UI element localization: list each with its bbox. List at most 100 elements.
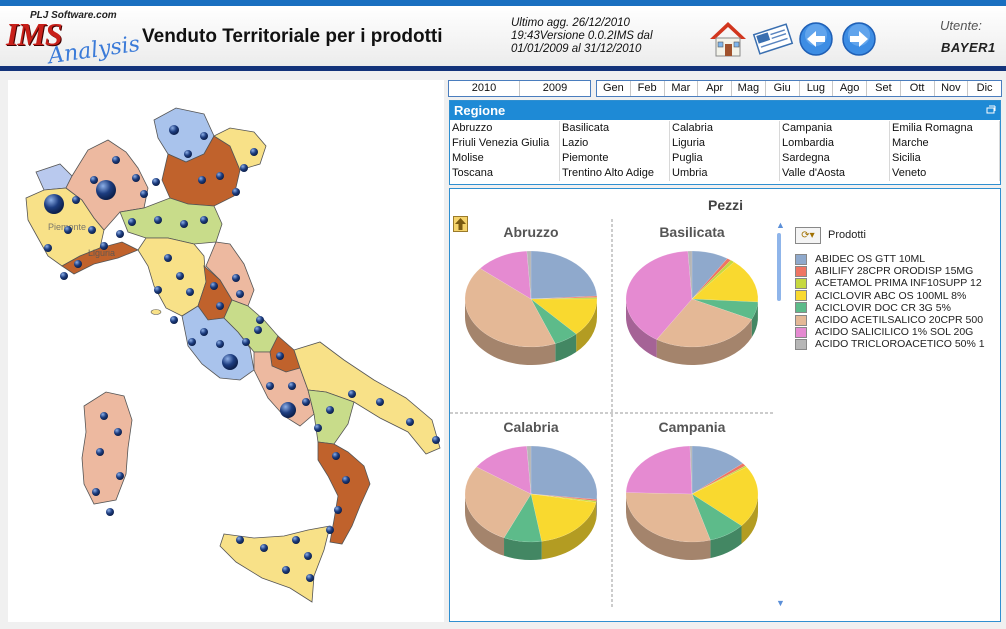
map-marker[interactable]: [198, 176, 206, 184]
map-marker[interactable]: [406, 418, 414, 426]
map-marker[interactable]: [106, 508, 114, 516]
scrollbar-thumb[interactable]: [777, 233, 781, 301]
map-marker[interactable]: [169, 125, 179, 135]
map-marker[interactable]: [304, 552, 312, 560]
pie-slice[interactable]: [530, 295, 598, 300]
month-apr[interactable]: Apr: [698, 81, 732, 96]
regione-item[interactable]: Friuli Venezia Giulia: [450, 136, 560, 151]
pie-slice[interactable]: [530, 250, 598, 300]
map-marker[interactable]: [176, 272, 184, 280]
map-marker[interactable]: [116, 472, 124, 480]
regione-item[interactable]: Lazio: [560, 136, 670, 151]
map-marker[interactable]: [188, 338, 196, 346]
regione-item[interactable]: Molise: [450, 151, 560, 166]
map-marker[interactable]: [180, 220, 188, 228]
legend-item[interactable]: ACIDO ACETILSALICO 20CPR 500: [795, 314, 985, 326]
id-card-button[interactable]: [752, 19, 794, 59]
month-dic[interactable]: Dic: [976, 82, 993, 94]
italy-map[interactable]: Piemonte Liguria: [8, 80, 444, 622]
map-marker[interactable]: [96, 448, 104, 456]
map-marker[interactable]: [140, 190, 148, 198]
map-marker[interactable]: [164, 254, 172, 262]
map-marker[interactable]: [100, 412, 108, 420]
map-marker[interactable]: [332, 452, 340, 460]
map-marker[interactable]: [112, 156, 120, 164]
pie-slice[interactable]: [687, 250, 693, 300]
pie-slice[interactable]: [691, 445, 744, 495]
map-marker[interactable]: [376, 398, 384, 406]
pie-slice[interactable]: [625, 250, 693, 340]
pie-slice[interactable]: [530, 493, 597, 502]
pie-slice[interactable]: [530, 298, 598, 335]
map-marker[interactable]: [292, 536, 300, 544]
regione-item[interactable]: Toscana: [450, 166, 560, 181]
regione-item[interactable]: Lombardia: [780, 136, 890, 151]
month-lug[interactable]: Lug: [800, 81, 834, 96]
regione-item[interactable]: Sardegna: [780, 151, 890, 166]
map-marker[interactable]: [90, 176, 98, 184]
map-marker[interactable]: [288, 382, 296, 390]
pie-slice[interactable]: [689, 445, 693, 495]
pie-slice[interactable]: [691, 466, 759, 527]
map-marker[interactable]: [266, 382, 274, 390]
map-marker[interactable]: [216, 172, 224, 180]
map-marker[interactable]: [222, 354, 238, 370]
map-marker[interactable]: [88, 226, 96, 234]
map-marker[interactable]: [132, 174, 140, 182]
pie-slice[interactable]: [691, 261, 759, 303]
regione-item[interactable]: Valle d'Aosta: [780, 166, 890, 181]
pie-slice[interactable]: [464, 466, 532, 539]
drill-up-button[interactable]: [453, 216, 468, 232]
back-button[interactable]: [798, 21, 834, 57]
map-marker[interactable]: [100, 242, 108, 250]
map-marker[interactable]: [154, 286, 162, 294]
map-marker[interactable]: [282, 566, 290, 574]
pie-chart-abruzzo[interactable]: [461, 247, 601, 371]
regione-item[interactable]: Abruzzo: [450, 121, 560, 136]
pie-slice[interactable]: [691, 259, 735, 300]
pie-chart-calabria[interactable]: [461, 442, 601, 566]
forward-button[interactable]: [841, 21, 877, 57]
pie-slice[interactable]: [691, 250, 728, 300]
map-marker[interactable]: [210, 282, 218, 290]
pie-slice[interactable]: [479, 250, 532, 300]
pie-chart-campania[interactable]: [622, 442, 762, 566]
legend-item[interactable]: ABILIFY 28CPR ORODISP 15MG: [795, 265, 985, 277]
pie-slice[interactable]: [530, 298, 577, 344]
legend-item[interactable]: ABIDEC OS GTT 10ML: [795, 253, 985, 265]
map-marker[interactable]: [432, 436, 440, 444]
pie-slice[interactable]: [526, 445, 532, 495]
regione-item[interactable]: Calabria: [670, 121, 780, 136]
map-marker[interactable]: [74, 260, 82, 268]
pie-slice[interactable]: [526, 250, 532, 300]
map-marker[interactable]: [44, 194, 64, 214]
pie-slice[interactable]: [691, 463, 746, 495]
month-gen[interactable]: Gen: [597, 81, 631, 96]
map-marker[interactable]: [96, 180, 116, 200]
regione-item[interactable]: Trentino Alto Adige: [560, 166, 670, 181]
map-marker[interactable]: [306, 574, 314, 582]
month-giu[interactable]: Giu: [766, 81, 800, 96]
pie-slice[interactable]: [503, 493, 542, 543]
map-marker[interactable]: [326, 406, 334, 414]
pie-chart-basilicata[interactable]: [622, 247, 762, 371]
map-marker[interactable]: [232, 274, 240, 282]
map-marker[interactable]: [128, 218, 136, 226]
legend-item[interactable]: ACICLOVIR DOC CR 3G 5%: [795, 302, 985, 314]
regione-item[interactable]: Umbria: [670, 166, 780, 181]
map-marker[interactable]: [116, 230, 124, 238]
map-marker[interactable]: [236, 536, 244, 544]
scroll-up-arrow[interactable]: ▲: [776, 220, 785, 230]
regione-item[interactable]: Puglia: [670, 151, 780, 166]
pie-slice[interactable]: [530, 493, 597, 503]
year-2009[interactable]: 2009: [542, 82, 568, 94]
map-marker[interactable]: [114, 428, 122, 436]
pie-slice[interactable]: [530, 493, 597, 542]
map-marker[interactable]: [314, 424, 322, 432]
pie-slice[interactable]: [625, 492, 711, 543]
regione-item[interactable]: Piemonte: [560, 151, 670, 166]
products-menu-button[interactable]: ⟳▾: [795, 227, 821, 244]
map-marker[interactable]: [184, 150, 192, 158]
map-marker[interactable]: [250, 148, 258, 156]
map-marker[interactable]: [64, 226, 72, 234]
